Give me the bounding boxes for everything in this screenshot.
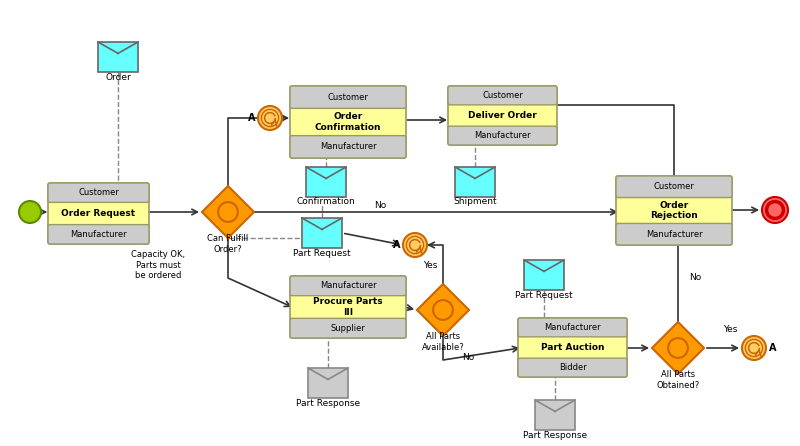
Text: Customer: Customer [327, 93, 369, 102]
Text: Part Response: Part Response [523, 430, 587, 439]
Text: Supplier: Supplier [330, 324, 366, 333]
Text: Confirmation: Confirmation [297, 198, 355, 206]
Text: Deliver Order: Deliver Order [468, 111, 537, 120]
Text: Part Auction: Part Auction [541, 343, 604, 352]
Circle shape [258, 106, 282, 130]
Text: Manufacturer: Manufacturer [474, 131, 531, 140]
Text: No: No [689, 273, 701, 282]
FancyBboxPatch shape [48, 183, 149, 244]
Circle shape [19, 201, 41, 223]
FancyBboxPatch shape [448, 86, 557, 105]
Text: All Parts
Obtained?: All Parts Obtained? [656, 370, 700, 390]
Text: Can Fulfill
Order?: Can Fulfill Order? [207, 234, 249, 254]
FancyBboxPatch shape [448, 126, 557, 145]
Text: A: A [769, 343, 777, 353]
Polygon shape [652, 322, 704, 374]
Text: Order Request: Order Request [62, 209, 135, 218]
Bar [308, 368, 348, 398]
FancyBboxPatch shape [290, 318, 406, 338]
Bar [302, 218, 342, 248]
FancyBboxPatch shape [616, 223, 732, 245]
Circle shape [746, 339, 762, 357]
FancyBboxPatch shape [290, 86, 406, 108]
Circle shape [742, 336, 766, 360]
FancyBboxPatch shape [518, 318, 627, 337]
FancyBboxPatch shape [290, 136, 406, 158]
Text: Shipment: Shipment [453, 198, 497, 206]
FancyBboxPatch shape [448, 86, 557, 145]
Text: Part Request: Part Request [293, 248, 351, 257]
Text: No: No [374, 202, 386, 211]
Text: Procure Parts
III: Procure Parts III [313, 297, 383, 317]
FancyBboxPatch shape [616, 176, 732, 198]
Text: Bidder: Bidder [558, 363, 586, 372]
Circle shape [403, 233, 427, 257]
FancyBboxPatch shape [518, 358, 627, 377]
Text: Part Request: Part Request [515, 290, 573, 300]
Text: Customer: Customer [654, 182, 694, 191]
Text: Customer: Customer [482, 91, 523, 100]
Bar [306, 167, 346, 197]
Bar [535, 400, 575, 430]
Text: No: No [462, 354, 474, 363]
Text: Manufacturer: Manufacturer [70, 230, 127, 239]
FancyBboxPatch shape [48, 183, 149, 202]
Circle shape [433, 300, 453, 320]
Text: Capacity OK,
Parts must
be ordered: Capacity OK, Parts must be ordered [131, 250, 185, 280]
Circle shape [762, 197, 788, 223]
FancyBboxPatch shape [290, 276, 406, 338]
Text: Manufacturer: Manufacturer [544, 323, 601, 332]
Text: Customer: Customer [78, 188, 119, 197]
Polygon shape [417, 284, 469, 336]
Circle shape [406, 236, 424, 254]
Text: A: A [247, 113, 255, 123]
Polygon shape [202, 186, 254, 238]
Text: Manufacturer: Manufacturer [646, 230, 702, 239]
Text: Yes: Yes [723, 326, 737, 334]
Text: Order
Confirmation: Order Confirmation [314, 112, 382, 132]
Bar [524, 260, 564, 290]
Text: All Parts
Available?: All Parts Available? [422, 332, 464, 352]
Text: Part Response: Part Response [296, 398, 360, 408]
FancyBboxPatch shape [616, 176, 732, 245]
FancyBboxPatch shape [48, 225, 149, 244]
Bar [455, 167, 495, 197]
Circle shape [766, 202, 783, 219]
Text: A: A [393, 240, 400, 250]
FancyBboxPatch shape [290, 276, 406, 296]
Text: Order
Rejection: Order Rejection [650, 201, 698, 220]
Text: Manufacturer: Manufacturer [320, 281, 376, 290]
FancyBboxPatch shape [290, 86, 406, 158]
Text: Yes: Yes [423, 260, 437, 269]
Text: Order: Order [105, 74, 131, 83]
Circle shape [262, 109, 278, 127]
Circle shape [218, 202, 238, 222]
Text: Manufacturer: Manufacturer [320, 142, 376, 151]
FancyBboxPatch shape [518, 318, 627, 377]
Circle shape [668, 338, 688, 358]
Bar [98, 42, 138, 72]
